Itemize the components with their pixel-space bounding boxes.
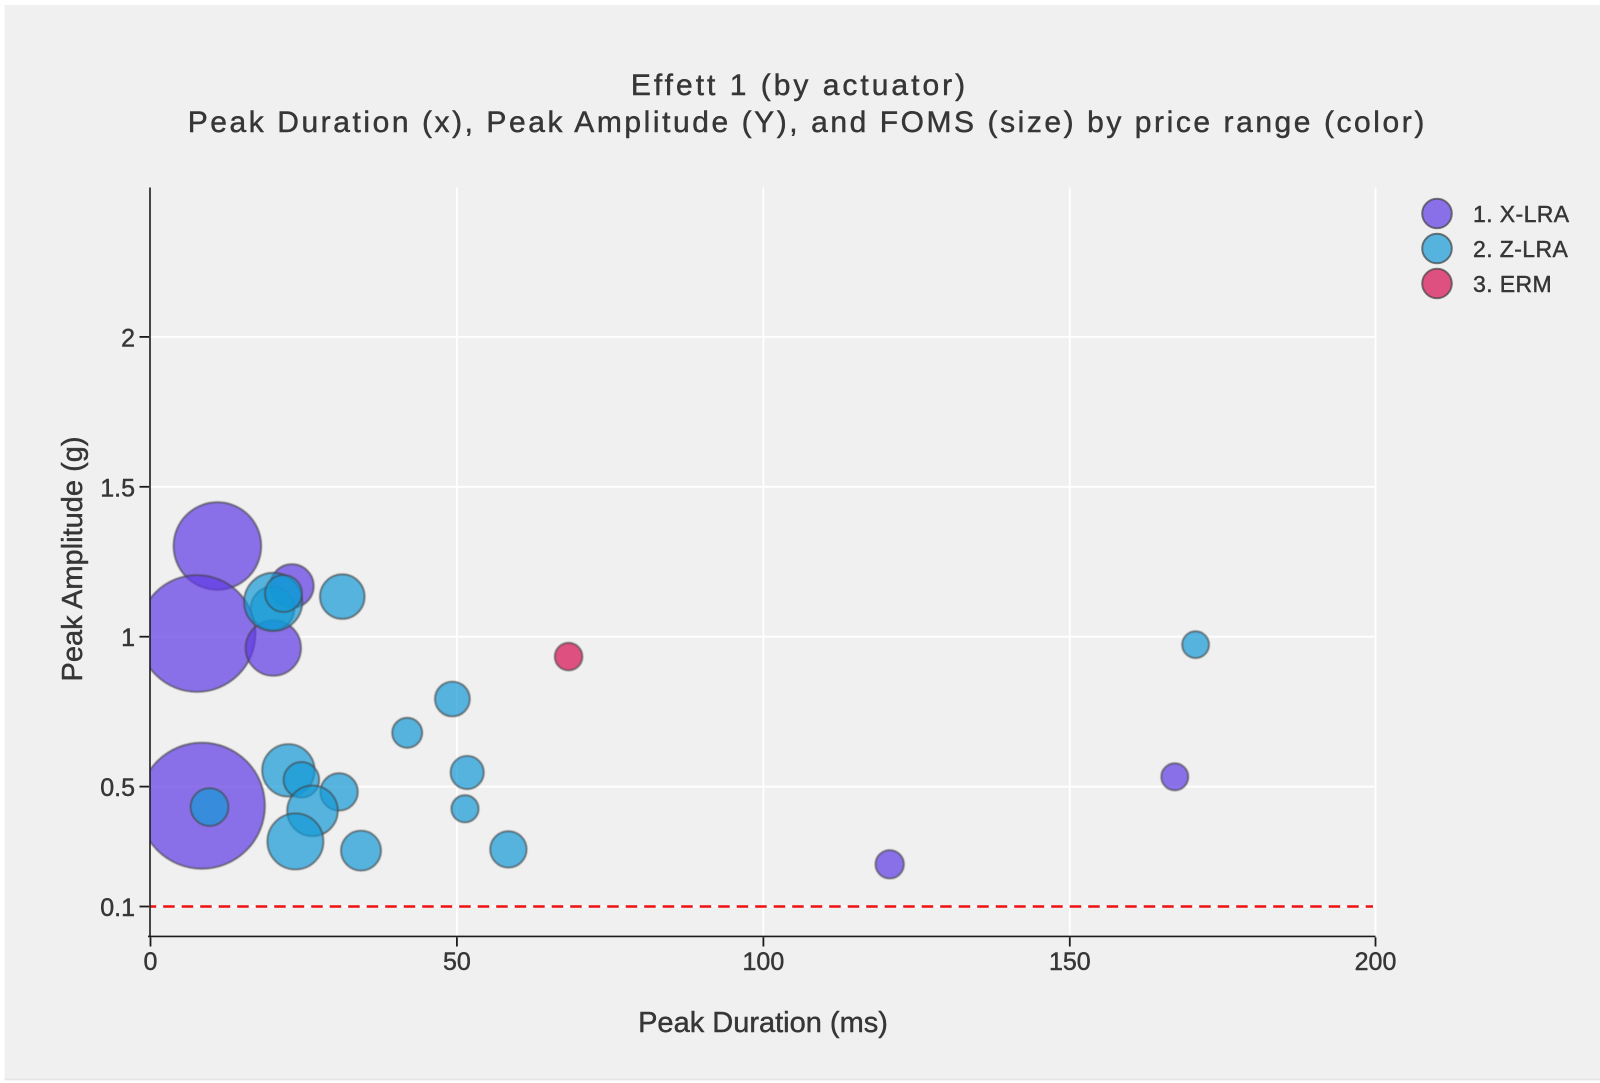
- svg-text:3. ERM: 3. ERM: [1473, 271, 1552, 297]
- svg-text:1. X-LRA: 1. X-LRA: [1473, 201, 1570, 227]
- svg-text:0.1: 0.1: [100, 894, 135, 922]
- svg-text:Effett 1 (by actuator): Effett 1 (by actuator): [631, 69, 968, 102]
- svg-text:50: 50: [443, 948, 471, 976]
- svg-text:1.5: 1.5: [100, 474, 135, 502]
- svg-text:1: 1: [121, 624, 135, 652]
- svg-text:0: 0: [144, 948, 158, 976]
- svg-text:Peak Amplitude (g): Peak Amplitude (g): [57, 436, 89, 681]
- svg-text:2: 2: [121, 324, 135, 352]
- svg-text:100: 100: [743, 948, 785, 976]
- svg-text:Peak Duration (ms): Peak Duration (ms): [638, 1007, 888, 1039]
- svg-text:0.5: 0.5: [100, 774, 135, 802]
- svg-text:200: 200: [1355, 948, 1397, 976]
- svg-text:Peak Duration (x), Peak Amplit: Peak Duration (x), Peak Amplitude (Y), a…: [188, 106, 1427, 139]
- svg-text:150: 150: [1049, 948, 1091, 976]
- svg-text:2. Z-LRA: 2. Z-LRA: [1473, 236, 1568, 262]
